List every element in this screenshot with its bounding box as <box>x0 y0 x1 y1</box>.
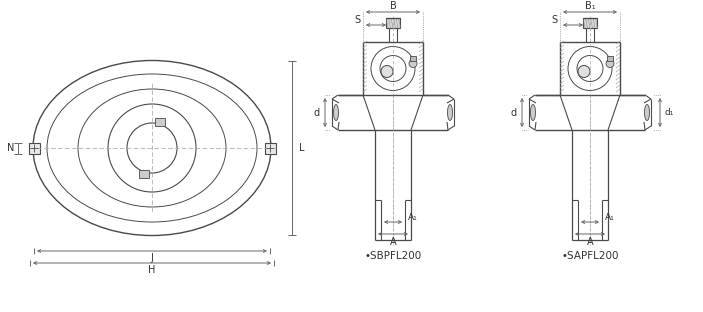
Text: •SAPFL200: •SAPFL200 <box>561 251 619 261</box>
Circle shape <box>606 60 614 67</box>
Text: J: J <box>150 253 153 263</box>
Text: A: A <box>389 237 396 247</box>
Text: d: d <box>314 108 320 118</box>
Ellipse shape <box>645 105 650 120</box>
Text: S: S <box>354 15 360 25</box>
Text: d₁: d₁ <box>664 108 673 117</box>
Text: •SBPFL200: •SBPFL200 <box>364 251 422 261</box>
Text: N: N <box>7 143 15 153</box>
Circle shape <box>578 66 590 77</box>
Bar <box>607 56 613 61</box>
Bar <box>264 143 276 154</box>
Bar <box>386 18 400 28</box>
Ellipse shape <box>333 105 339 120</box>
Text: A₁: A₁ <box>605 212 615 222</box>
Bar <box>155 118 165 126</box>
Text: d: d <box>511 108 517 118</box>
Text: A: A <box>587 237 593 247</box>
Ellipse shape <box>531 105 536 120</box>
Text: B: B <box>389 1 396 11</box>
Circle shape <box>409 60 417 67</box>
Text: A₁: A₁ <box>408 212 418 222</box>
Text: B₁: B₁ <box>585 1 595 11</box>
Circle shape <box>381 66 393 77</box>
Bar <box>583 18 597 28</box>
Bar <box>410 56 416 61</box>
Bar <box>29 143 39 154</box>
Bar <box>139 170 149 178</box>
Text: S: S <box>551 15 557 25</box>
Text: L: L <box>299 143 304 153</box>
Text: H: H <box>148 265 155 275</box>
Ellipse shape <box>448 105 453 120</box>
